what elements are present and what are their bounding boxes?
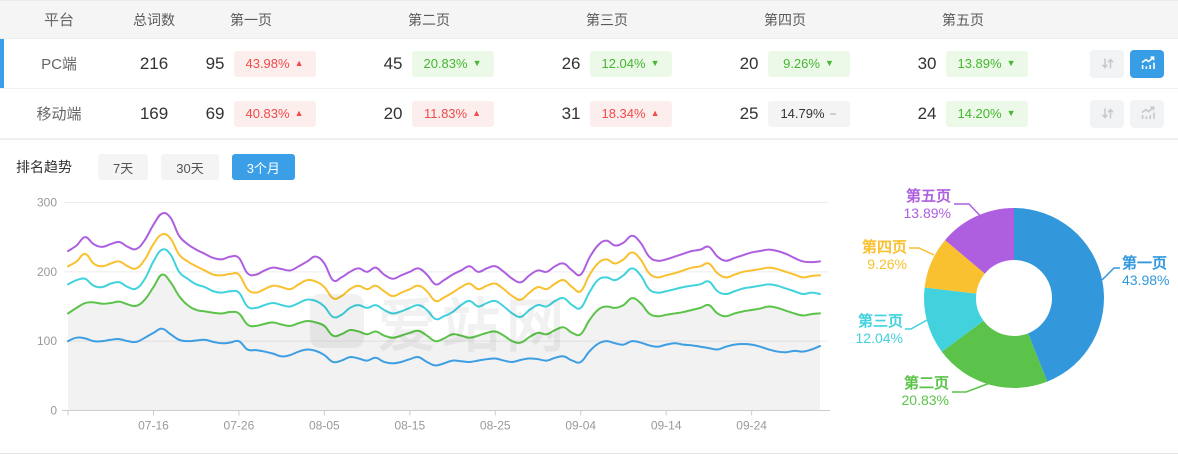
page-count: 31 (561, 103, 581, 123)
page3-cell: 31 18.34% ▲ (546, 100, 724, 127)
trend-chart-icon (1141, 56, 1155, 69)
page1-cell: 95 43.98% ▲ (190, 50, 368, 77)
rank-trend-section: 排名趋势 7天 30天 3个月 爱站网 07-16 07-26 08-05 08-15… (0, 139, 1178, 453)
svg-text:07-16: 07-16 (138, 419, 169, 433)
page-count: 25 (739, 103, 759, 123)
trend-arrow-icon: − (829, 106, 837, 121)
trend-arrow-icon: ▲ (294, 58, 304, 68)
col-header-total-words: 总词数 (133, 11, 175, 28)
page-change-badge: 18.34% ▲ (589, 100, 672, 127)
page2-cell: 20 11.83% ▲ (368, 100, 546, 127)
donut-chart-svg (905, 203, 1120, 393)
trend-arrow-icon: ▼ (472, 58, 482, 68)
chart-toggle-button[interactable] (1130, 99, 1164, 128)
svg-text:09-04: 09-04 (565, 419, 596, 433)
trend-arrow-icon: ▲ (294, 108, 304, 118)
trend-arrow-icon: ▼ (650, 58, 660, 68)
donut-label-page2: 第二页 20.83% (901, 375, 949, 408)
page-count: 20 (739, 53, 759, 73)
page4-cell: 25 14.79% − (724, 100, 902, 127)
col-header-page4: 第四页 (764, 11, 806, 28)
platform-label: 移动端 (36, 106, 82, 123)
donut-label-page4: 第四页 9.26% (861, 239, 907, 272)
page-change-badge: 12.04% ▼ (589, 50, 672, 77)
page-change-badge: 40.83% ▲ (233, 100, 316, 127)
line-chart-svg: 07-16 07-26 08-05 08-15 08-25 09-04 09-14 09-24… (37, 196, 830, 433)
page-share-donut-chart: 第五页 13.89% 第四页 9.26% 第三页 12.04% 第二页 20.83% 第… (835, 187, 1178, 453)
trend-chart-icon (1141, 106, 1155, 119)
trend-section-title: 排名趋势 (16, 159, 72, 175)
col-header-page2: 第二页 (408, 11, 450, 28)
donut-label-page3: 第三页 12.04% (855, 313, 903, 346)
sort-updown-button[interactable] (1090, 99, 1124, 128)
page4-cell: 20 9.26% ▼ (724, 50, 902, 77)
range-tab-3m[interactable]: 3个月 (231, 154, 295, 180)
page-count: 95 (205, 53, 225, 73)
page-count: 26 (561, 53, 581, 73)
col-header-page1: 第一页 (230, 11, 272, 28)
svg-text:09-14: 09-14 (651, 419, 682, 433)
col-header-page3: 第三页 (586, 11, 628, 28)
svg-text:08-25: 08-25 (480, 419, 511, 433)
page-change-badge: 14.79% − (767, 100, 850, 127)
page-change-badge: 13.89% ▼ (945, 50, 1028, 77)
page2-cell: 45 20.83% ▼ (368, 50, 546, 77)
page5-cell: 24 14.20% ▼ (902, 100, 1080, 127)
total-words-value: 216 (139, 53, 169, 73)
page-count: 30 (917, 53, 937, 73)
page-count: 69 (205, 103, 225, 123)
table-row-pc[interactable]: PC端 216 95 43.98% ▲ 45 20.83% ▼ 26 12.04% ▼… (0, 39, 1178, 89)
svg-text:07-26: 07-26 (224, 419, 255, 433)
table-header-row: 平台 总词数 第一页 第二页 第三页 第四页 第五页 (0, 1, 1178, 39)
trend-arrow-icon: ▼ (1006, 108, 1016, 118)
page-change-badge: 11.83% ▲ (411, 100, 494, 127)
col-header-page5: 第五页 (942, 11, 984, 28)
page5-cell: 30 13.89% ▼ (902, 50, 1080, 77)
up-down-arrows-icon (1101, 58, 1113, 69)
trend-arrow-icon: ▼ (1006, 58, 1016, 68)
trend-arrow-icon: ▼ (824, 58, 834, 68)
page-count: 20 (383, 103, 403, 123)
donut-label-page1: 第一页 43.98% (1122, 255, 1170, 288)
svg-text:09-24: 09-24 (736, 419, 767, 433)
page-change-badge: 9.26% ▼ (767, 50, 850, 77)
table-row-mobile[interactable]: 移动端 169 69 40.83% ▲ 20 11.83% ▲ 31 18.34% ▲… (0, 89, 1178, 139)
page-change-badge: 20.83% ▼ (411, 50, 494, 77)
rank-trend-line-chart: 爱站网 07-16 07-26 08-05 08-15 08-25 09-04 09-14 0… (0, 187, 835, 453)
svg-text:300: 300 (37, 196, 57, 210)
page-change-badge: 14.20% ▼ (945, 100, 1028, 127)
svg-text:200: 200 (37, 265, 57, 279)
donut-label-page5: 第五页 13.89% (903, 188, 951, 221)
page-count: 45 (383, 53, 403, 73)
chart-toggle-button[interactable] (1130, 49, 1164, 78)
page-count: 24 (917, 103, 937, 123)
col-header-platform: 平台 (43, 12, 74, 29)
svg-text:08-15: 08-15 (394, 419, 425, 433)
range-tab-30d[interactable]: 30天 (161, 154, 219, 180)
svg-text:08-05: 08-05 (309, 419, 340, 433)
up-down-arrows-icon (1101, 108, 1113, 119)
page3-cell: 26 12.04% ▼ (546, 50, 724, 77)
trend-arrow-icon: ▲ (650, 108, 660, 118)
total-words-value: 169 (139, 103, 169, 123)
platform-label: PC端 (41, 56, 77, 73)
page1-cell: 69 40.83% ▲ (190, 100, 368, 127)
page-change-badge: 43.98% ▲ (233, 50, 316, 77)
trend-arrow-icon: ▲ (472, 108, 482, 118)
svg-text:100: 100 (37, 334, 57, 348)
svg-text:0: 0 (50, 404, 57, 418)
sort-updown-button[interactable] (1090, 49, 1124, 78)
range-tab-7d[interactable]: 7天 (98, 154, 149, 180)
